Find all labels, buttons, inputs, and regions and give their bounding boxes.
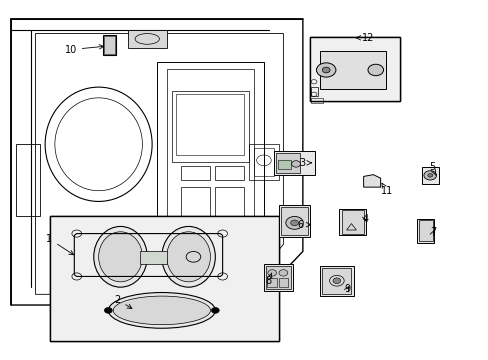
Bar [264, 264, 292, 291]
Bar [278, 278, 287, 287]
Text: 9: 9 [344, 284, 350, 294]
Bar [421, 167, 438, 184]
Bar [319, 266, 353, 296]
Bar [266, 266, 290, 289]
Text: 2: 2 [114, 295, 132, 309]
Text: 11: 11 [380, 183, 392, 197]
Text: 10: 10 [64, 45, 103, 55]
Bar [418, 220, 432, 242]
Bar [157, 62, 264, 234]
Bar [339, 208, 366, 235]
Bar [254, 148, 273, 176]
Circle shape [211, 307, 219, 313]
Circle shape [322, 67, 329, 73]
Ellipse shape [113, 296, 210, 325]
Text: 6: 6 [297, 220, 310, 230]
Bar [309, 37, 399, 102]
Bar [310, 87, 318, 96]
Circle shape [291, 161, 300, 167]
Text: 12: 12 [356, 33, 374, 43]
Bar [140, 251, 166, 264]
Circle shape [427, 174, 432, 177]
Bar [281, 207, 307, 235]
Circle shape [279, 270, 287, 276]
Text: 5: 5 [428, 162, 435, 175]
Text: 4: 4 [362, 214, 368, 224]
Text: 3: 3 [299, 158, 311, 168]
Bar [50, 216, 278, 341]
Bar [273, 152, 314, 175]
Bar [416, 219, 433, 243]
Text: 1: 1 [46, 234, 74, 255]
Text: 7: 7 [429, 227, 436, 237]
Bar [127, 30, 166, 48]
Bar [176, 94, 244, 155]
Bar [50, 216, 278, 341]
Bar [277, 160, 290, 169]
Bar [104, 36, 115, 54]
Circle shape [285, 216, 303, 229]
Ellipse shape [108, 293, 215, 328]
Circle shape [332, 278, 340, 284]
Ellipse shape [94, 226, 147, 287]
Bar [249, 144, 278, 180]
Bar [181, 166, 210, 180]
Bar [166, 69, 254, 226]
Bar [309, 37, 399, 102]
Text: 8: 8 [265, 273, 271, 286]
Ellipse shape [99, 232, 142, 282]
Bar [319, 51, 385, 89]
Bar [341, 210, 363, 234]
Circle shape [290, 220, 298, 226]
Circle shape [267, 270, 276, 276]
Bar [171, 91, 249, 162]
Ellipse shape [166, 232, 210, 282]
Bar [278, 205, 309, 237]
Circle shape [316, 63, 335, 77]
Ellipse shape [162, 226, 215, 287]
Bar [322, 267, 351, 294]
Bar [215, 166, 244, 180]
Circle shape [423, 171, 436, 180]
Bar [276, 153, 300, 173]
Bar [181, 187, 210, 216]
Circle shape [104, 307, 112, 313]
Bar [267, 278, 277, 287]
PathPatch shape [363, 175, 380, 187]
Bar [16, 144, 40, 216]
Bar [103, 35, 116, 55]
Circle shape [367, 64, 383, 76]
Bar [310, 98, 323, 103]
Bar [215, 187, 244, 216]
